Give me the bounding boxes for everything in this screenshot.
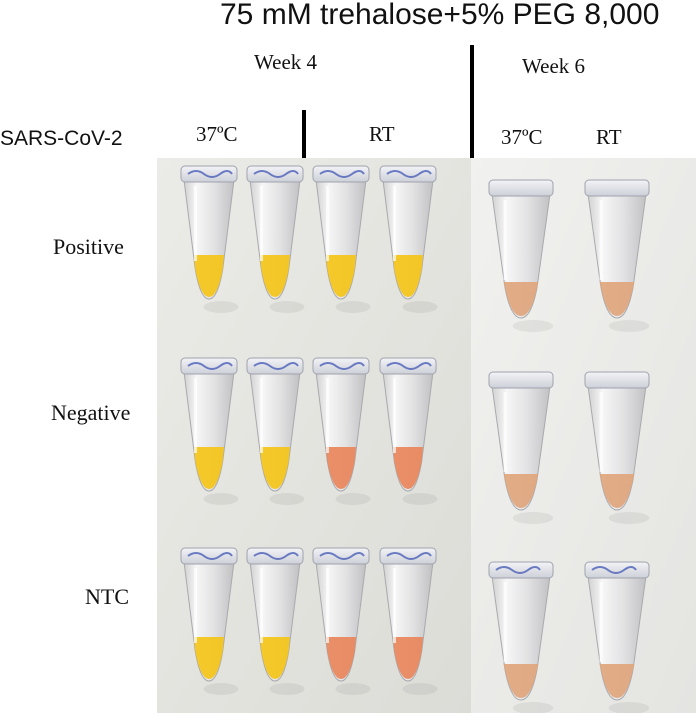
sample-tube [584,179,650,332]
tube-cap [246,165,304,183]
tube-liquid [260,255,290,297]
sample-tube [246,547,305,695]
tube-cap [379,357,437,375]
tube-cap [246,547,304,565]
tube-photograph [157,158,696,713]
tube-liquid [326,447,356,489]
tube-liquid [599,664,635,698]
tube-liquid [393,447,423,489]
sample-tube [312,547,371,695]
sample-tube [488,371,554,524]
figure-title: 75 mM trehalose+5% PEG 8,000 [220,0,660,31]
tube-cap [488,371,554,389]
tube-cap [180,547,238,565]
sample-tube [180,165,239,313]
tube-cap [312,357,370,375]
sample-tube [180,357,239,505]
tube-cap [584,561,650,579]
sample-tube [180,547,239,695]
tube-photo-svg [157,158,696,713]
tube-cap [246,357,304,375]
tube-cap [180,165,238,183]
sample-tube [312,357,371,505]
sample-tube [584,371,650,524]
sample-tube [312,165,371,313]
tube-liquid [599,282,635,316]
tube-cap [584,179,650,197]
tube-liquid [326,255,356,297]
week6-37c-label: 37ºC [501,125,543,149]
tube-liquid [503,474,539,508]
tube-liquid [260,637,290,679]
sample-tube [246,165,305,313]
tube-liquid [194,255,224,297]
tube-cap [180,357,238,375]
tube-liquid [503,282,539,316]
tube-liquid [393,637,423,679]
tube-liquid [326,637,356,679]
tube-cap [379,547,437,565]
week4-rt-label: RT [369,122,395,146]
tube-cap [488,179,554,197]
sample-tube [584,561,650,713]
week-6-label: Week 6 [522,54,586,78]
tube-cap [488,561,554,579]
tube-liquid [599,474,635,508]
sample-tube [488,561,554,713]
tube-cap [584,371,650,389]
sample-tube [379,357,438,505]
row-label-positive: Positive [53,234,124,259]
tube-liquid [503,664,539,698]
sample-tube [379,165,438,313]
condition-divider [302,110,306,158]
sample-tube [246,357,305,505]
row-label-negative: Negative [51,400,131,425]
week-4-label: Week 4 [254,50,318,74]
week-divider [470,45,474,158]
week6-rt-label: RT [596,125,622,149]
tube-liquid [393,255,423,297]
tube-liquid [194,637,224,679]
week4-37c-label: 37ºC [196,122,238,146]
tube-cap [312,547,370,565]
tube-cap [379,165,437,183]
tube-cap [312,165,370,183]
sample-tube [488,179,554,332]
sample-tube [379,547,438,695]
row-label-ntc: NTC [85,584,129,609]
tube-liquid [260,447,290,489]
row-header: SARS-CoV-2 [0,127,123,150]
tube-liquid [194,447,224,489]
